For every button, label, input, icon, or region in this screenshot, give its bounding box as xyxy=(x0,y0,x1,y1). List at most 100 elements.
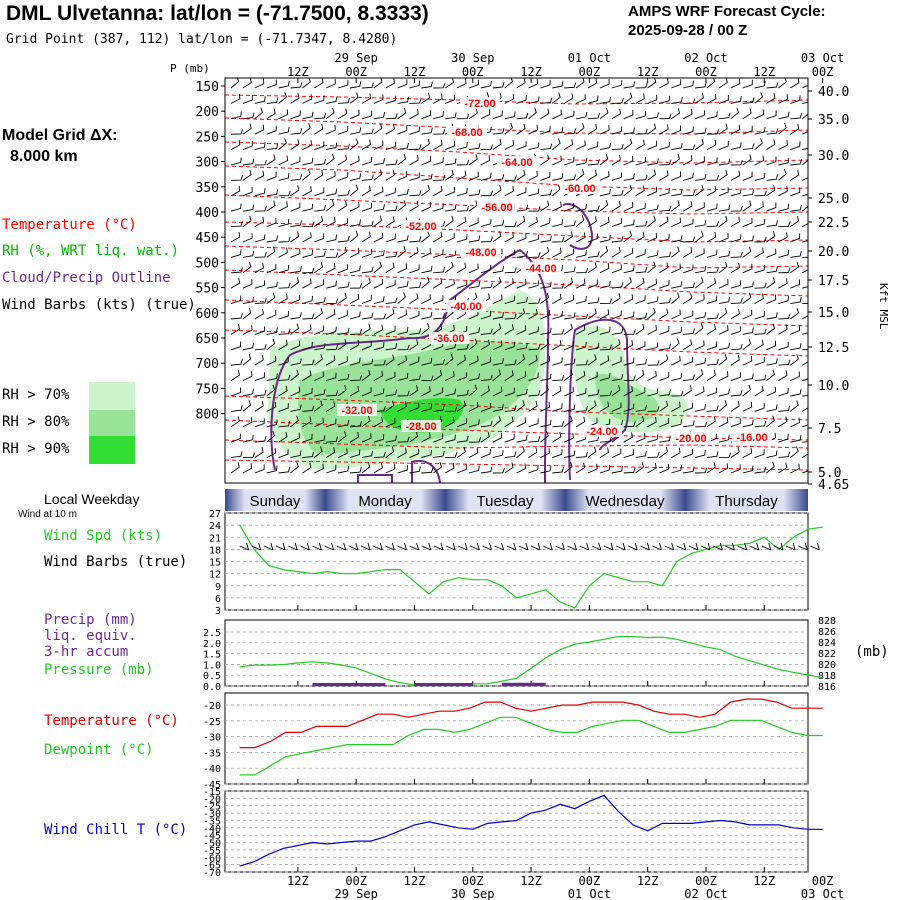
wind-barb xyxy=(766,340,777,351)
wind-chill-panel-y-tick-label: -65 xyxy=(203,861,221,872)
wind-barb xyxy=(325,447,336,458)
wind-barb xyxy=(706,93,717,104)
surface-wind-barb xyxy=(652,542,662,551)
wind-barb xyxy=(266,355,277,366)
wind-barb xyxy=(540,171,551,181)
wind-barb xyxy=(349,329,363,335)
wind-barb xyxy=(540,217,551,228)
wind-barb xyxy=(504,313,517,320)
wind-barb xyxy=(778,451,791,459)
wind-barb xyxy=(754,449,765,459)
wind-barb xyxy=(361,220,374,228)
wind-barb xyxy=(302,94,312,104)
wind-barb xyxy=(421,184,430,197)
precip-bar xyxy=(501,682,546,686)
wind-barb xyxy=(801,223,808,228)
legend-wind-barbs: Wind Barbs (kts) (true) xyxy=(2,297,196,313)
precip-panel-y-tick-label: 0.5 xyxy=(203,671,221,682)
wind-barb xyxy=(302,278,312,289)
wind-barb xyxy=(671,390,684,397)
wind-barb xyxy=(254,280,266,289)
wind-barb xyxy=(682,385,693,397)
wind-barb xyxy=(373,342,385,351)
wind-barb xyxy=(325,199,335,212)
wind-barb xyxy=(683,448,693,459)
wind-barb xyxy=(290,231,300,243)
wind-barb xyxy=(504,341,515,351)
wind-barb xyxy=(230,232,241,243)
wind-barb xyxy=(671,373,683,382)
wind-panel-y-tick-label: 3 xyxy=(215,606,221,617)
wind-barb xyxy=(290,93,300,104)
wind-barb xyxy=(611,247,621,258)
rh90-swatch xyxy=(89,436,135,464)
wind-barb xyxy=(278,80,290,89)
wind-barb xyxy=(682,339,693,351)
wind-barb xyxy=(230,370,240,381)
wind-barb xyxy=(266,338,276,351)
wind-barb xyxy=(456,170,467,181)
wind-barb xyxy=(266,401,277,412)
wind-barb xyxy=(337,126,349,135)
wind-barb xyxy=(516,215,526,227)
wind-barb xyxy=(409,126,421,135)
wind-barb xyxy=(433,266,446,274)
wind-barb xyxy=(695,421,708,428)
wind-barb xyxy=(266,246,276,258)
wind-barb xyxy=(314,389,326,397)
wind-barb xyxy=(778,122,787,135)
wind-barb xyxy=(802,332,808,335)
wind-barb xyxy=(337,310,348,320)
wind-barb xyxy=(754,138,763,150)
wind-barb xyxy=(444,371,455,382)
wind-barb xyxy=(718,233,729,243)
wind-barb xyxy=(230,451,243,459)
wind-barb xyxy=(611,264,622,274)
top-hour-label: 12Z xyxy=(637,65,659,79)
wind-barb xyxy=(790,187,801,197)
wind-barb xyxy=(445,112,457,120)
temperature-label-bg xyxy=(521,262,561,274)
wind-barb xyxy=(480,420,493,428)
wind-barb xyxy=(694,110,705,120)
wind-barb xyxy=(326,188,338,197)
wind-barb xyxy=(647,324,657,335)
wind-barb xyxy=(457,389,469,397)
wind-barb xyxy=(278,403,289,412)
wind-barb xyxy=(504,359,517,366)
wind-barb xyxy=(563,139,574,150)
wind-barb xyxy=(337,246,347,258)
wind-barb xyxy=(754,218,766,228)
wind-barb xyxy=(790,95,801,104)
wind-barb xyxy=(635,323,645,335)
wind-barb xyxy=(361,231,371,243)
wind-chill-panel-y-tick-label: -20 xyxy=(203,794,221,805)
pressure-tick-label: 150 xyxy=(196,80,219,95)
wind-barb xyxy=(694,184,704,197)
temperature-contour xyxy=(225,299,808,327)
wind-barb xyxy=(742,143,755,151)
wind-barb xyxy=(445,406,458,412)
wind-barb xyxy=(492,220,505,228)
wind-barb xyxy=(528,188,540,197)
wind-barb xyxy=(302,416,312,428)
wind-chill-panel-y-tick-label: -50 xyxy=(203,839,221,850)
wind-barb xyxy=(718,78,728,89)
top-hour-label: 12Z xyxy=(520,65,542,79)
wind-barb xyxy=(552,420,565,428)
wind-barb xyxy=(254,464,265,474)
wind-barb xyxy=(445,140,455,151)
wind-barb xyxy=(694,92,704,104)
wind-barb xyxy=(754,190,767,197)
wind-barb xyxy=(445,204,457,212)
pressure-right-tick-label: 816 xyxy=(818,682,836,693)
wind-barb xyxy=(599,171,610,181)
wind-barb xyxy=(349,230,359,243)
pressure-right-tick-label: 820 xyxy=(818,660,836,671)
wind-barb xyxy=(409,282,422,289)
wind-barb xyxy=(433,111,444,120)
wind-barb xyxy=(599,298,613,305)
wind-barb xyxy=(278,293,288,304)
wind-barb xyxy=(504,232,514,243)
